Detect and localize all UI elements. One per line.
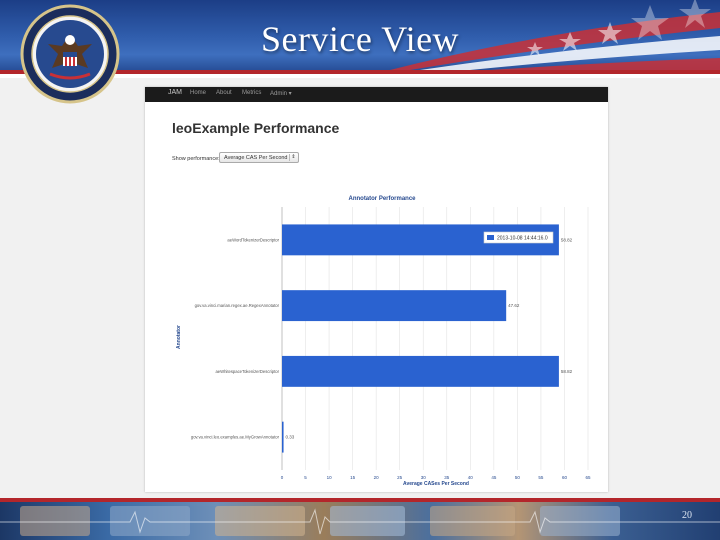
bar[interactable] bbox=[282, 421, 284, 453]
page-title: leoExample Performance bbox=[172, 120, 340, 136]
x-tick-label: 60 bbox=[562, 475, 568, 480]
x-tick-label: 5 bbox=[304, 475, 307, 480]
nav-about[interactable]: About bbox=[216, 90, 232, 96]
performance-metric-select[interactable]: Average CAS Per Second ⇕ bbox=[219, 152, 299, 163]
nav-admin-dropdown[interactable]: Admin ▾ bbox=[270, 91, 292, 97]
x-tick-label: 10 bbox=[327, 475, 333, 480]
chart-title: Annotator Performance bbox=[348, 196, 416, 202]
selected-metric: Average CAS Per Second bbox=[224, 155, 288, 161]
data-label: 58.82 bbox=[561, 369, 573, 374]
data-label: 47.62 bbox=[508, 303, 520, 308]
chart-legend: 2013-10-08 14:44:16.0 bbox=[483, 231, 554, 244]
slide-number: 20 bbox=[682, 510, 692, 521]
category-label: aeWordTokenizerDescriptor bbox=[227, 237, 279, 242]
footer-photo-3 bbox=[215, 506, 305, 536]
x-tick-label: 55 bbox=[538, 475, 544, 480]
category-labels: aeWordTokenizerDescriptor gov.va.vinci.ma… bbox=[191, 237, 280, 439]
x-tick-label: 30 bbox=[421, 475, 427, 480]
header-red-stripe bbox=[0, 70, 720, 74]
legend-box bbox=[483, 231, 554, 244]
flag-stars-decoration bbox=[390, 0, 720, 70]
x-tick-labels: 0 5 10 15 20 25 30 35 40 45 50 55 60 65 bbox=[281, 475, 591, 480]
select-arrow-icon: ⇕ bbox=[289, 154, 297, 161]
category-label: aeWhitespaceTokenizerDescriptor bbox=[215, 369, 279, 374]
slide-title: Service View bbox=[260, 19, 460, 59]
data-labels: 58.82 47.62 58.82 0.33 bbox=[286, 237, 573, 439]
app-screenshot: JAM Home About Metrics Admin ▾ leoExampl… bbox=[145, 87, 608, 492]
x-tick-label: 20 bbox=[374, 475, 380, 480]
legend-swatch bbox=[487, 235, 494, 240]
data-label: 0.33 bbox=[286, 435, 295, 440]
va-seal-icon bbox=[20, 4, 120, 104]
category-label: gov.va.vinci.leo.examples.ae.MyGrowAnnot… bbox=[191, 435, 280, 440]
top-navbar: JAM Home About Metrics Admin ▾ bbox=[145, 87, 608, 102]
y-axis-title: Annotator bbox=[176, 325, 182, 349]
x-tick-label: 25 bbox=[397, 475, 403, 480]
bar[interactable] bbox=[282, 290, 507, 322]
ekg-line-decoration bbox=[0, 508, 720, 535]
nav-metrics[interactable]: Metrics bbox=[242, 90, 262, 96]
slide-header bbox=[0, 0, 720, 78]
legend-series-name: 2013-10-08 14:44:16.0 bbox=[497, 236, 548, 242]
data-label: 58.82 bbox=[561, 237, 573, 242]
footer-red-stripe bbox=[0, 498, 720, 502]
footer-banner bbox=[0, 502, 720, 540]
footer-photo-4 bbox=[330, 506, 405, 536]
x-tick-label: 0 bbox=[281, 475, 284, 480]
footer-photo-6 bbox=[540, 506, 620, 536]
footer-photo-2 bbox=[110, 506, 190, 536]
footer-photo-1 bbox=[20, 506, 90, 536]
footer-photo-5 bbox=[430, 506, 515, 536]
nav-brand[interactable]: JAM bbox=[168, 89, 182, 96]
x-tick-label: 40 bbox=[468, 475, 474, 480]
x-axis-title: Average CASes Per Second bbox=[403, 481, 469, 487]
x-tick-label: 35 bbox=[444, 475, 450, 480]
bar[interactable] bbox=[282, 355, 559, 387]
show-performance-label: Show performance: bbox=[172, 156, 220, 162]
x-tick-label: 50 bbox=[515, 475, 521, 480]
x-tick-label: 15 bbox=[350, 475, 356, 480]
x-tick-label: 65 bbox=[585, 475, 591, 480]
category-label: gov.va.vinci.marian.regex.ae.RegexAnnota… bbox=[195, 303, 280, 308]
nav-home[interactable]: Home bbox=[190, 90, 207, 96]
x-tick-label: 45 bbox=[491, 475, 497, 480]
annotator-performance-chart: aeWordTokenizerDescriptor gov.va.vinci.ma… bbox=[176, 196, 591, 487]
header-white-stripe bbox=[0, 74, 720, 78]
